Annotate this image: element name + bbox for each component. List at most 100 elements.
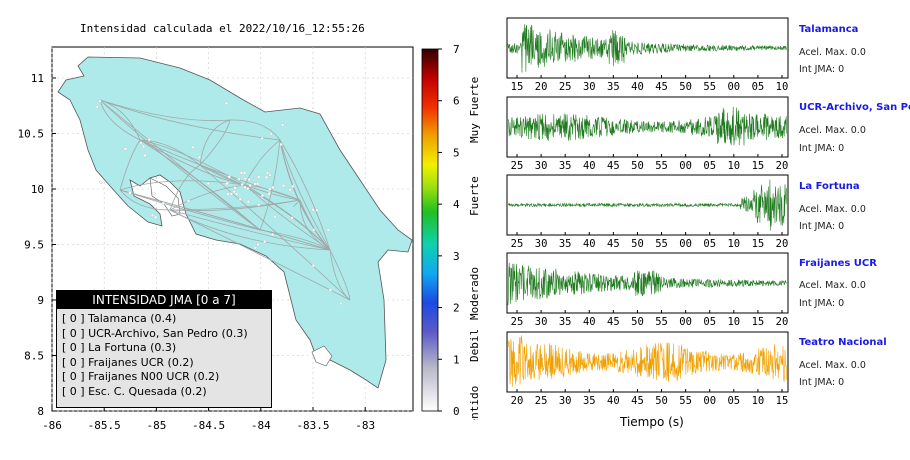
legend-item: [ 0 ] Fraijanes N00 UCR (0.2) <box>62 370 220 384</box>
waveform-x-tick: 25 <box>511 238 524 250</box>
waveform-x-tick: 20 <box>535 81 548 93</box>
waveform-x-tick: 45 <box>607 160 620 172</box>
waveform-x-tick: 15 <box>752 160 765 172</box>
colorbar-tick: 3 <box>453 250 460 263</box>
waveform-x-tick: 55 <box>655 316 668 328</box>
waveform-x-tick: 55 <box>655 238 668 250</box>
waveform-x-tick: 00 <box>679 238 692 250</box>
legend-item: [ 0 ] Esc. C. Quesada (0.2) <box>62 384 207 398</box>
waveform-x-tick: 50 <box>631 160 644 172</box>
waveform-x-tick: 35 <box>559 160 572 172</box>
waveform-panel: 25 30 35 40 45 50 55 00 05 10 15 20 <box>506 252 789 328</box>
map-x-tick: -84.5 <box>192 419 225 432</box>
waveform-x-tick: 15 <box>776 395 789 407</box>
legend-item: [ 0 ] Fraijanes UCR (0.2) <box>62 355 194 369</box>
waveform-x-tick: 00 <box>679 160 692 172</box>
waveform-x-tick: 25 <box>535 395 548 407</box>
map-x-tick: -85.5 <box>88 419 121 432</box>
waveform-x-tick: 50 <box>631 316 644 328</box>
waveform-panels: 15 20 25 30 35 40 45 50 55 00 05 10 25 30 35 40 45 50 55 00… <box>506 17 789 407</box>
station-jma: Int JMA: 0 <box>799 377 845 388</box>
waveform-x-tick: 00 <box>703 395 716 407</box>
waveform-x-tick: 10 <box>727 238 740 250</box>
waveform-x-tick: 35 <box>583 395 596 407</box>
waveform-x-tick: 40 <box>607 395 620 407</box>
colorbar-tick: 5 <box>453 146 460 159</box>
station-legend: INTENSIDAD JMA [0 a 7] [ 0 ] Talamanca (… <box>56 290 272 408</box>
station-jma: Int JMA: 0 <box>799 221 845 232</box>
waveform-x-tick: 40 <box>583 316 596 328</box>
waveform-x-tick: 30 <box>583 81 596 93</box>
station-acel: Acel. Max. 0.0 <box>799 280 866 291</box>
waveform-x-tick: 20 <box>776 238 789 250</box>
waveform-x-tick: 55 <box>679 395 692 407</box>
waveform-x-tick: 45 <box>607 238 620 250</box>
colorbar-ticks: 7 6 5 4 3 2 1 0 <box>438 43 460 418</box>
colorbar-tick: 4 <box>453 198 460 211</box>
colorbar-label-debil: Debil <box>468 329 481 362</box>
map-y-tick: 9 <box>37 294 44 307</box>
colorbar-label-muy-fuerte: Muy Fuerte <box>468 77 481 143</box>
station-name-ucr-archivo: UCR-Archivo, San Pedro <box>799 102 910 113</box>
station-jma: Int JMA: 0 <box>799 143 845 154</box>
map-x-tick: -83 <box>355 419 375 432</box>
map-axis-ticks: -86 -85.5 -85 -84.5 -84 -83.5 -83 11 10.5 10 9.5 9 8… <box>18 72 376 432</box>
map-y-tick: 10.5 <box>18 128 45 141</box>
waveform-panel: 25 30 35 40 45 50 55 00 05 10 15 20 <box>506 96 789 172</box>
legend-title: INTENSIDAD JMA [0 a 7] <box>57 291 271 309</box>
intensity-colorbar: 7 6 5 4 3 2 1 0 Muy Fuerte Fuerte Moderado Debi… <box>421 43 481 420</box>
waveform-x-tick: 45 <box>631 395 644 407</box>
waveform-x-tick: 55 <box>655 160 668 172</box>
waveform-x-tick: 20 <box>776 316 789 328</box>
station-name-talamanca: Talamanca <box>799 24 859 35</box>
station-acel: Acel. Max. 0.0 <box>799 360 866 371</box>
waveform-x-tick: 30 <box>535 316 548 328</box>
map-y-tick: 8 <box>37 405 44 418</box>
waveform-x-tick: 45 <box>607 316 620 328</box>
station-jma: Int JMA: 0 <box>799 298 845 309</box>
waveform-x-tick: 35 <box>559 238 572 250</box>
colorbar-label-no-sentido: No sentido <box>468 386 481 420</box>
colorbar-tick: 2 <box>453 302 460 315</box>
waveform-x-tick: 45 <box>655 81 668 93</box>
station-name-teatro-nacional: Teatro Nacional <box>799 337 887 348</box>
waveform-x-tick: 40 <box>631 81 644 93</box>
legend-item: [ 0 ] La Fortuna (0.3) <box>62 341 177 355</box>
map-title: Intensidad calculada el 2022/10/16_12:55… <box>80 22 365 35</box>
waveform-x-tick: 00 <box>679 316 692 328</box>
waveform-trace <box>507 262 787 306</box>
waveform-x-tick: 10 <box>727 160 740 172</box>
colorbar-tick: 0 <box>453 405 460 418</box>
waveform-panel: 25 30 35 40 45 50 55 00 05 10 15 20 <box>506 174 789 250</box>
legend-item: [ 0 ] UCR-Archivo, San Pedro (0.3) <box>62 326 248 340</box>
waveform-x-tick: 40 <box>583 160 596 172</box>
waveform-x-tick: 30 <box>535 160 548 172</box>
map-x-tick: -84 <box>251 419 271 432</box>
waveform-x-tick: 35 <box>607 81 620 93</box>
waveform-x-tick: 00 <box>727 81 740 93</box>
waveform-x-tick: 25 <box>559 81 572 93</box>
waveform-x-tick: 25 <box>511 160 524 172</box>
station-acel: Acel. Max. 0.0 <box>799 125 866 136</box>
map-x-tick: -86 <box>42 419 62 432</box>
waveform-panel: 20 25 30 35 40 45 50 55 00 05 10 15 <box>506 331 789 407</box>
waveform-x-tick: 55 <box>703 81 716 93</box>
town-markers <box>95 99 343 306</box>
colorbar-tick: 7 <box>453 43 460 56</box>
waveform-x-tick: 15 <box>752 316 765 328</box>
colorbar-label-fuerte: Fuerte <box>468 176 481 216</box>
waveform-trace <box>507 106 787 146</box>
waveform-x-tick: 30 <box>535 238 548 250</box>
waveform-x-tick: 05 <box>703 160 716 172</box>
colorbar-tick: 1 <box>453 353 460 366</box>
map-y-tick: 11 <box>31 72 44 85</box>
waveform-x-tick: 10 <box>727 316 740 328</box>
waveform-x-tick: 50 <box>631 238 644 250</box>
map-y-tick: 9.5 <box>24 239 44 252</box>
waveform-trace <box>507 179 787 231</box>
waveform-x-tick: 25 <box>511 316 524 328</box>
waveform-x-tick: 10 <box>776 81 789 93</box>
station-name-la-fortuna: La Fortuna <box>799 181 860 192</box>
waveform-x-tick: 05 <box>727 395 740 407</box>
waveform-x-tick: 05 <box>703 238 716 250</box>
